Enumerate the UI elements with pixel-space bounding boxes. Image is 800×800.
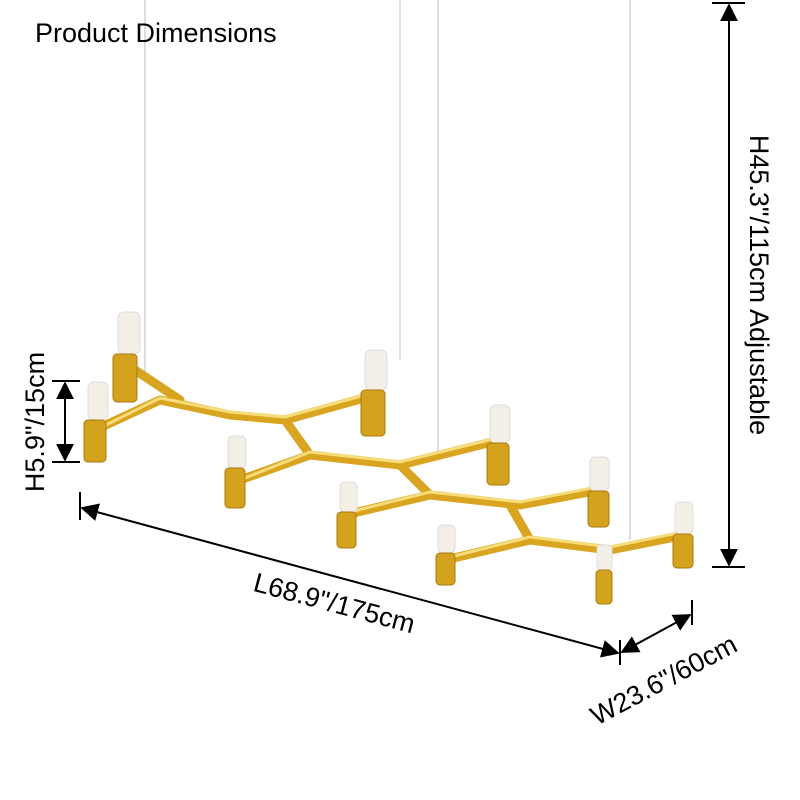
dimension-lines [52, 2, 745, 665]
overall-height-label: H45.3"/115cm Adjustable [744, 135, 774, 435]
lamp-height-label: H5.9"/15cm [20, 352, 50, 492]
suspension-wires [144, 0, 631, 540]
title: Product Dimensions [35, 18, 277, 48]
